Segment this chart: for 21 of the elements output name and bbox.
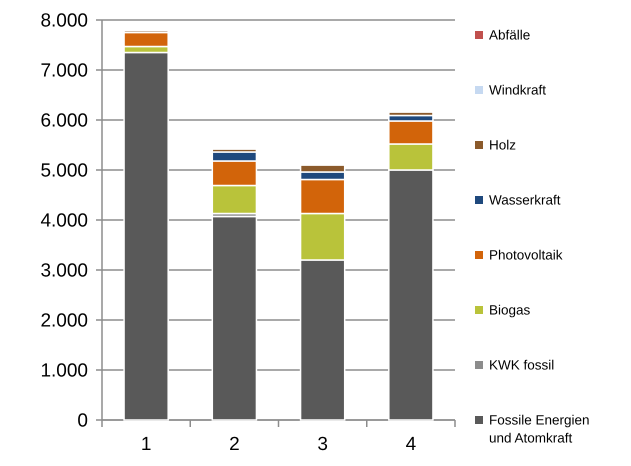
- x-tick-label: 1: [140, 434, 152, 455]
- x-tick-label: 3: [317, 434, 328, 455]
- legend-label: Abfälle: [489, 28, 530, 43]
- y-tick-label: 1.000: [40, 360, 88, 382]
- y-tick-label: 7.000: [40, 60, 88, 82]
- y-tick-label: 2.000: [40, 310, 88, 332]
- y-tick-label: 0: [77, 410, 88, 432]
- legend-label: KWK fossil: [489, 358, 554, 373]
- x-tick-label: 4: [406, 434, 417, 455]
- legend-label: Biogas: [489, 302, 531, 318]
- y-tick-label: 4.000: [40, 210, 88, 232]
- legend-label: Holz: [489, 138, 516, 153]
- y-tick-label: 8.000: [40, 10, 88, 32]
- legend-label: Fossile Energien und Atomkraft: [489, 412, 590, 446]
- y-tick-label: 6.000: [40, 110, 88, 132]
- x-tick-label: 2: [229, 434, 240, 455]
- y-tick-label: 5.000: [40, 160, 88, 182]
- legend-label: Windkraft: [489, 82, 546, 98]
- legend-label: Photovoltaik: [489, 248, 563, 263]
- legend-label: Wasserkraft: [489, 192, 561, 208]
- y-tick-label: 3.000: [40, 260, 88, 282]
